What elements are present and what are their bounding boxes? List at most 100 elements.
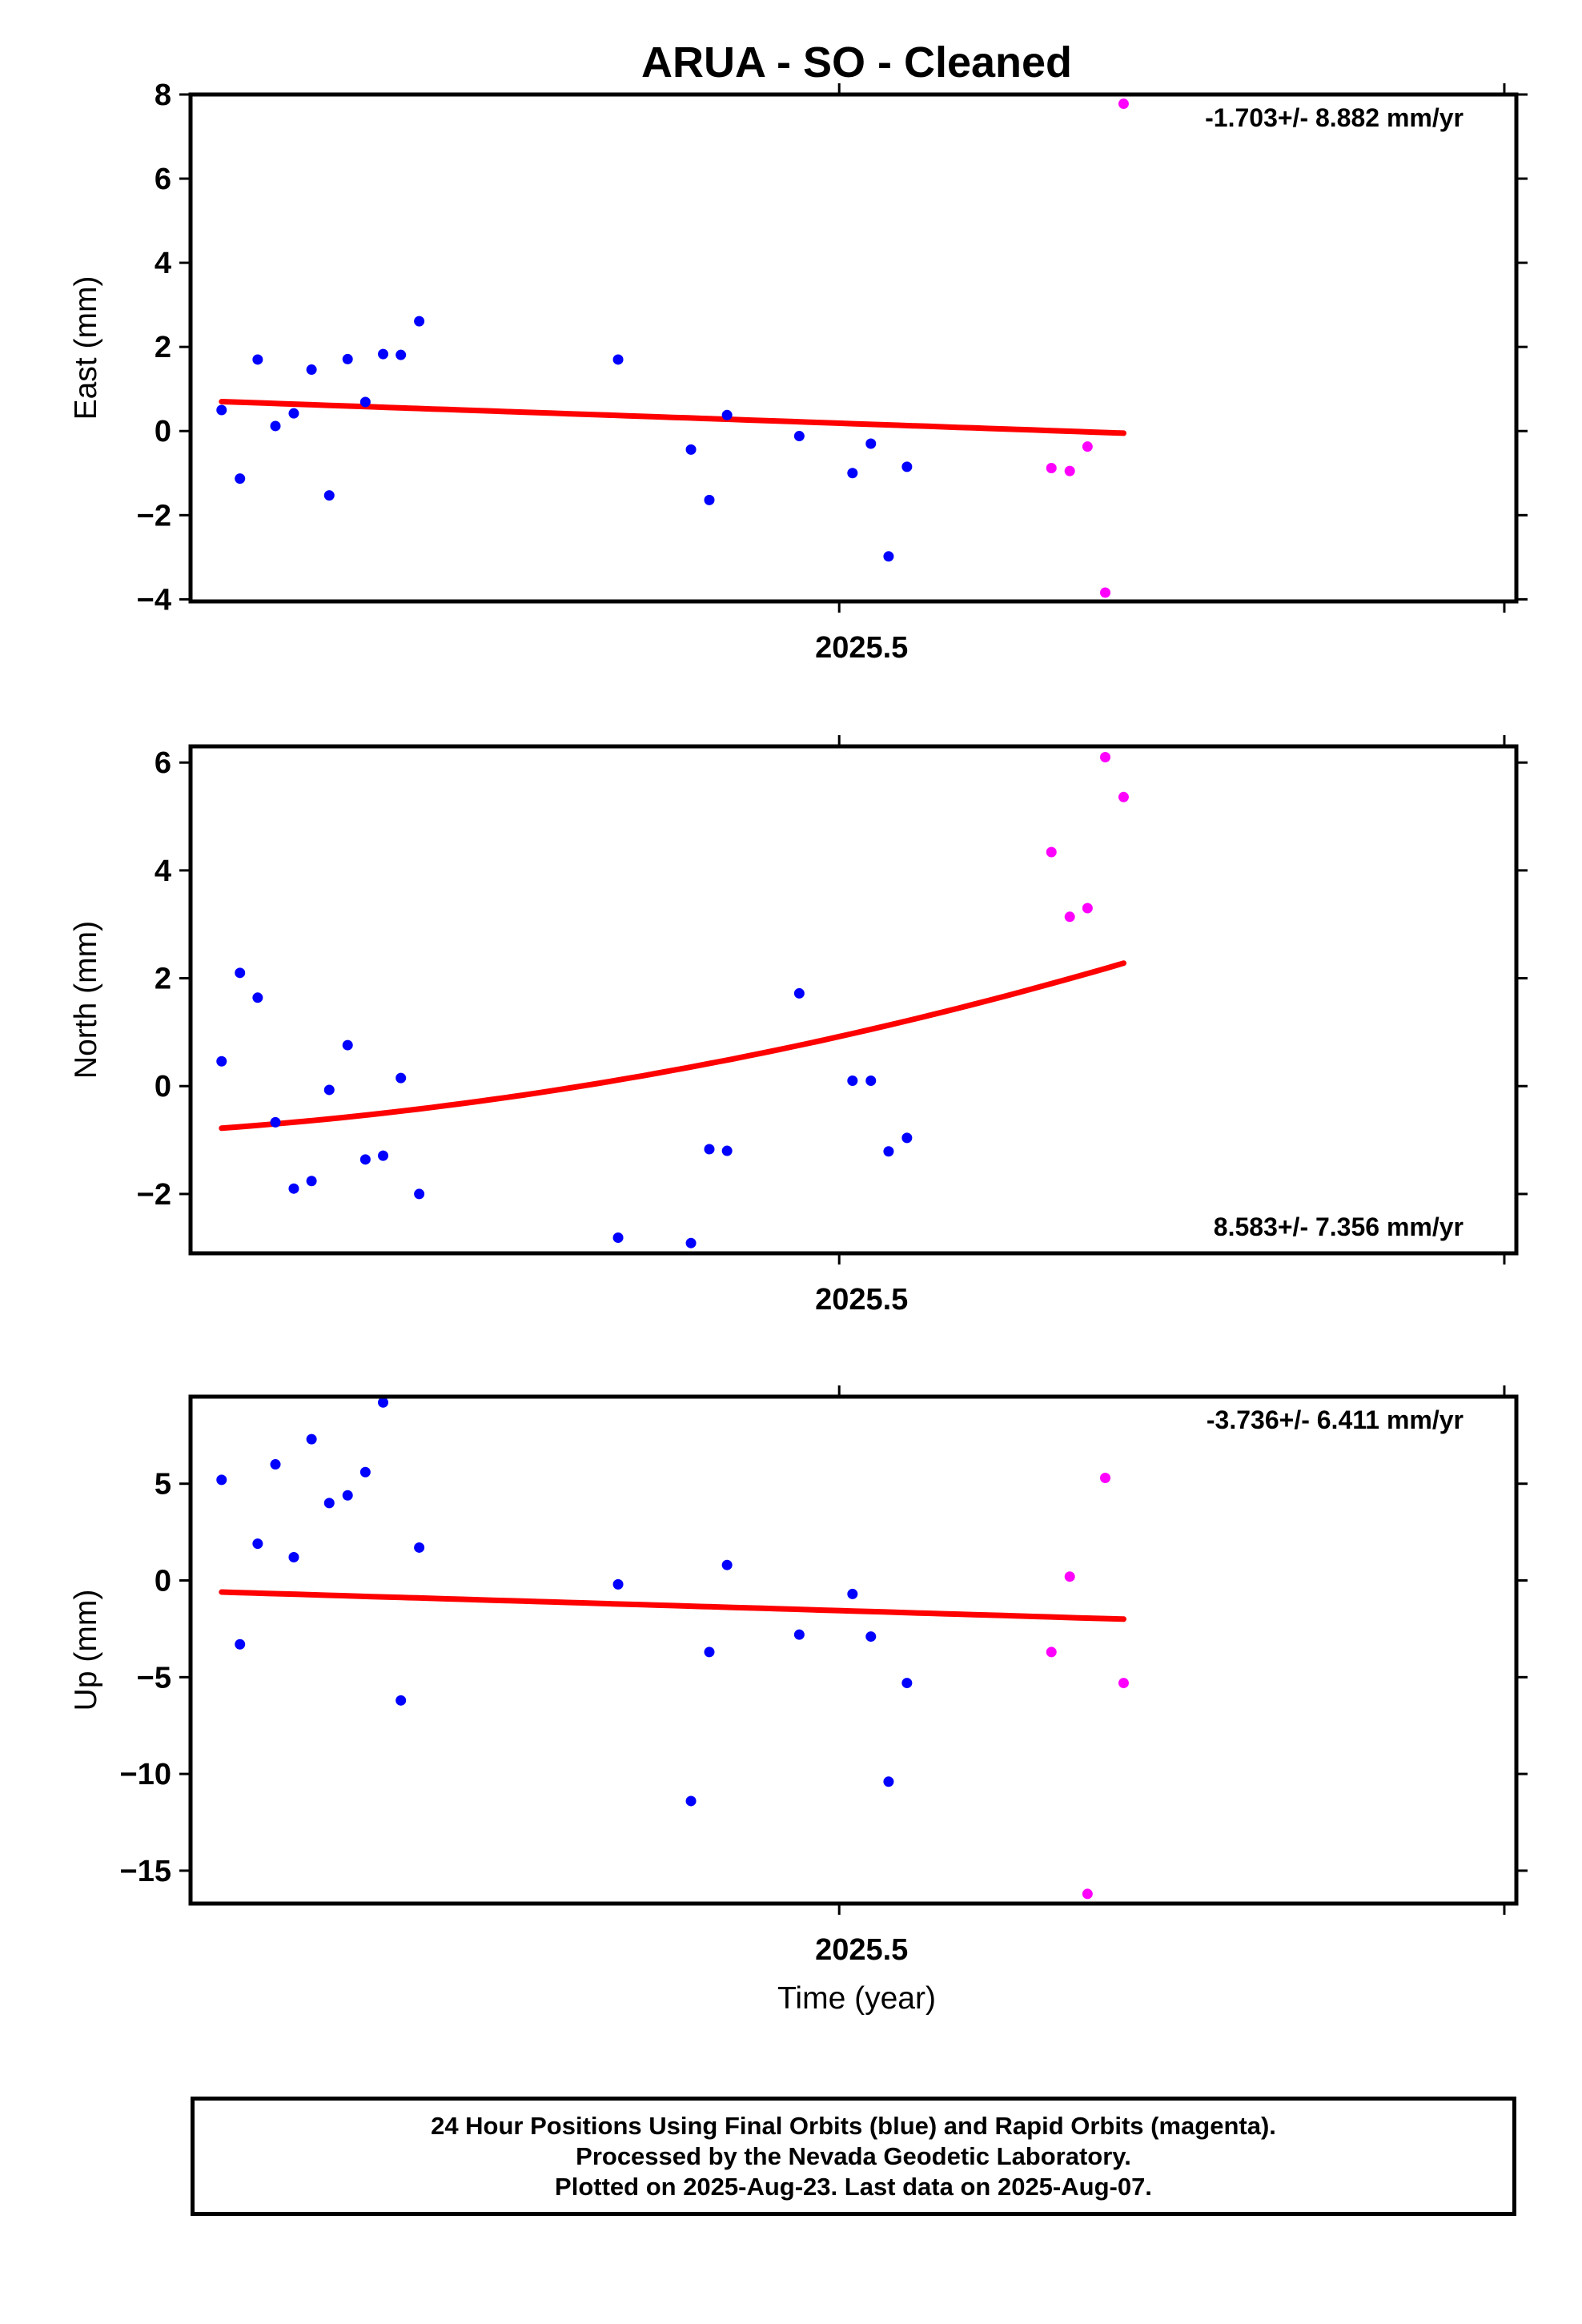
rapid-orbit-point: [1118, 99, 1129, 110]
plot-frame-north: [188, 744, 1519, 1256]
final-orbit-point: [865, 1076, 877, 1087]
y-tick-label-up: 5: [155, 1468, 171, 1502]
final-orbit-point: [901, 461, 913, 472]
final-orbit-point: [865, 1631, 877, 1642]
final-orbit-point: [396, 1695, 407, 1706]
rate-label-up: -3.736+/- 6.411 mm/yr: [1207, 1405, 1464, 1434]
panel-up: 5 0 −5 −10 −15 2025.5 Up (mm) -3.736+/- 6.411 m…: [69, 1385, 1528, 1967]
final-orbit-point: [378, 348, 389, 360]
rapid-orbit-point: [1046, 462, 1057, 473]
rapid-orbit-point: [1082, 441, 1093, 452]
final-orbit-point: [793, 431, 805, 442]
chart-title: ARUA - SO - Cleaned: [641, 38, 1072, 86]
final-orbit-point: [306, 1433, 317, 1445]
plot-frame-up: [188, 1394, 1519, 1906]
info-line-orbits: 24 Hour Positions Using Final Orbits (bl…: [431, 2111, 1276, 2140]
final-orbit-point: [847, 1076, 858, 1087]
final-orbit-point: [270, 420, 281, 432]
final-orbit-point: [901, 1132, 913, 1144]
final-orbit-point: [721, 1145, 733, 1156]
final-orbit-point: [685, 1795, 697, 1807]
y-tick-label-up: −5: [137, 1661, 171, 1695]
final-orbit-point: [252, 354, 263, 365]
panel-east: 8 6 4 2 0 −2 −4 2025.5 East (mm) -1.703+/- 8.882 …: [69, 78, 1528, 665]
rapid-orbit-point: [1064, 1571, 1075, 1582]
final-orbit-point: [793, 1629, 805, 1640]
final-orbit-point: [704, 1647, 715, 1658]
final-orbit-point: [342, 1490, 353, 1501]
final-orbit-point: [235, 1638, 246, 1650]
final-orbit-point: [847, 1588, 858, 1599]
trend-line-up: [219, 1589, 1126, 1622]
info-line-dates: Plotted on 2025-Aug-23. Last data on 202…: [555, 2172, 1152, 2201]
final-orbit-point: [359, 1154, 371, 1165]
y-tick-label-up: 0: [155, 1565, 171, 1598]
final-orbit-point: [883, 551, 894, 562]
rapid-orbit-point: [1100, 751, 1111, 762]
final-orbit-point: [612, 1232, 624, 1243]
rapid-orbit-point: [1118, 1678, 1129, 1689]
y-tick-label-north: 2: [155, 963, 171, 996]
trend-line-east: [219, 399, 1126, 436]
final-orbit-point: [288, 408, 299, 419]
final-orbit-point: [359, 396, 371, 408]
rate-label-east: -1.703+/- 8.882 mm/yr: [1205, 103, 1464, 132]
y-tick-label-north: 6: [155, 746, 171, 780]
final-orbit-point: [323, 1084, 335, 1096]
rapid-orbit-point: [1064, 911, 1075, 923]
final-orbit-point: [883, 1776, 894, 1787]
final-orbit-point: [414, 1542, 425, 1553]
plot-panels: 8 6 4 2 0 −2 −4 2025.5 East (mm) -1.703+/- 8.882 …: [69, 78, 1528, 1967]
final-orbit-point: [847, 468, 858, 479]
final-orbit-point: [793, 987, 805, 999]
y-axis-label-east: East (mm): [69, 276, 103, 420]
final-orbit-point: [685, 444, 697, 455]
rapid-orbit-point: [1100, 587, 1111, 598]
y-tick-label-up: −10: [120, 1758, 171, 1791]
rate-label-north: 8.583+/- 7.356 mm/yr: [1214, 1212, 1464, 1241]
final-orbit-point: [306, 1176, 317, 1187]
y-tick-label-east: 8: [155, 78, 171, 112]
final-orbit-point: [721, 1559, 733, 1570]
y-axis-label-up: Up (mm): [69, 1590, 103, 1711]
final-orbit-point: [288, 1183, 299, 1194]
rapid-orbit-point: [1046, 1647, 1057, 1658]
final-orbit-point: [342, 353, 353, 364]
final-orbit-point: [359, 1466, 371, 1478]
final-orbit-point: [612, 354, 624, 365]
y-axis-label-north: North (mm): [69, 921, 103, 1079]
final-orbit-point: [378, 1150, 389, 1161]
x-tick-label-up: 2025.5: [815, 1933, 908, 1967]
y-tick-label-north: 0: [155, 1070, 171, 1104]
final-orbit-point: [704, 1144, 715, 1155]
y-tick-label-up: −15: [120, 1855, 171, 1888]
y-tick-label-east: 0: [155, 415, 171, 448]
y-tick-label-east: −2: [137, 499, 171, 533]
y-tick-label-east: 4: [155, 247, 171, 280]
final-orbit-point: [216, 404, 227, 416]
final-orbit-point: [396, 1072, 407, 1084]
final-orbit-point: [323, 1498, 335, 1509]
trend-line-north: [219, 960, 1126, 1132]
info-box: 24 Hour Positions Using Final Orbits (bl…: [191, 2097, 1516, 2216]
final-orbit-point: [323, 490, 335, 501]
final-orbit-point: [252, 992, 263, 1003]
final-orbit-point: [378, 1397, 389, 1408]
y-tick-label-north: −2: [137, 1178, 171, 1212]
info-line-processor: Processed by the Nevada Geodetic Laborat…: [576, 2141, 1131, 2170]
rapid-orbit-point: [1100, 1472, 1111, 1483]
final-orbit-point: [612, 1578, 624, 1590]
final-orbit-point: [396, 349, 407, 360]
y-tick-label-east: 2: [155, 331, 171, 364]
final-orbit-point: [216, 1474, 227, 1486]
final-orbit-point: [704, 494, 715, 505]
final-orbit-point: [883, 1146, 894, 1157]
final-orbit-point: [216, 1055, 227, 1067]
final-orbit-point: [270, 1459, 281, 1470]
x-tick-label-north: 2025.5: [815, 1283, 908, 1317]
final-orbit-point: [901, 1678, 913, 1689]
final-orbit-point: [288, 1552, 299, 1563]
final-orbit-point: [414, 1188, 425, 1200]
rapid-orbit-point: [1118, 791, 1129, 802]
